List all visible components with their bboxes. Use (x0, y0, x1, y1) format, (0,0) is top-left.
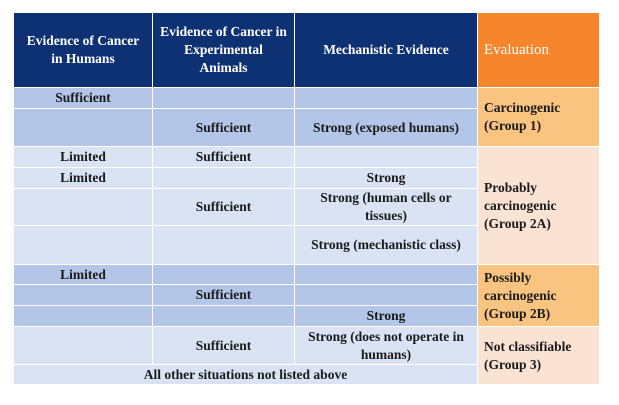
cell (294, 87, 478, 109)
row: Strong (13, 305, 600, 327)
row: All other situations not listed above (13, 364, 600, 385)
cell (152, 87, 295, 109)
classification-table: Evidence of Cancer in Humans Evidence of… (13, 12, 600, 385)
header-cell: Mechanistic Evidence (294, 12, 478, 88)
cell (294, 264, 478, 285)
row: Strong (mechanistic class) (13, 225, 600, 265)
cell (294, 146, 478, 168)
cell: Sufficient (13, 87, 153, 109)
row: Sufficient Strong (human cells or tissues… (13, 188, 600, 226)
cell (152, 305, 295, 327)
header-cell: Evidence of Cancer in Experimental Anima… (152, 12, 295, 88)
row: Sufficient (13, 284, 600, 306)
evaluation-cell: Carcinogenic (Group 1) (477, 87, 600, 147)
cell (152, 264, 295, 285)
cell (294, 284, 478, 306)
cell: All other situations not listed above (13, 364, 478, 385)
cell: Sufficient (152, 284, 295, 306)
cell (13, 108, 153, 147)
cell (13, 284, 153, 306)
header-cell: Evaluation (477, 12, 600, 88)
cell (13, 188, 153, 226)
cell (13, 326, 153, 365)
evaluation-cell: Possibly carcinogenic (Group 2B) (477, 264, 600, 327)
cell (13, 305, 153, 327)
cell: Strong (294, 305, 478, 327)
cell: Strong (exposed humans) (294, 108, 478, 147)
cell: Strong (human cells or tissues) (294, 188, 478, 226)
row: Sufficient Carcinogenic (Group 1) (13, 87, 600, 147)
cell: Sufficient (152, 108, 295, 147)
cell: Limited (13, 146, 153, 168)
cell: Strong (does not operate in humans) (294, 326, 478, 365)
cell (13, 225, 153, 265)
cell: Sufficient (152, 188, 295, 226)
row: Sufficient Strong (does not operate in hu… (13, 326, 600, 385)
cell (152, 167, 295, 189)
cell (152, 225, 295, 265)
evaluation-cell: Not classifiable (Group 3) (477, 326, 600, 385)
cell: Sufficient (152, 326, 295, 365)
cell: Limited (13, 167, 153, 189)
cell: Sufficient (152, 146, 295, 168)
header-row: Evidence of Cancer in Humans Evidence of… (13, 12, 600, 88)
row: Limited Possibly carcinogenic (Group 2B) (13, 264, 600, 327)
cell: Strong (mechanistic class) (294, 225, 478, 265)
header-cell: Evidence of Cancer in Humans (13, 12, 153, 88)
evaluation-cell: Probably carcinogenic (Group 2A) (477, 146, 600, 265)
cell: Limited (13, 264, 153, 285)
cell: Strong (294, 167, 478, 189)
row: Limited Sufficient Probably carcinogenic … (13, 146, 600, 265)
